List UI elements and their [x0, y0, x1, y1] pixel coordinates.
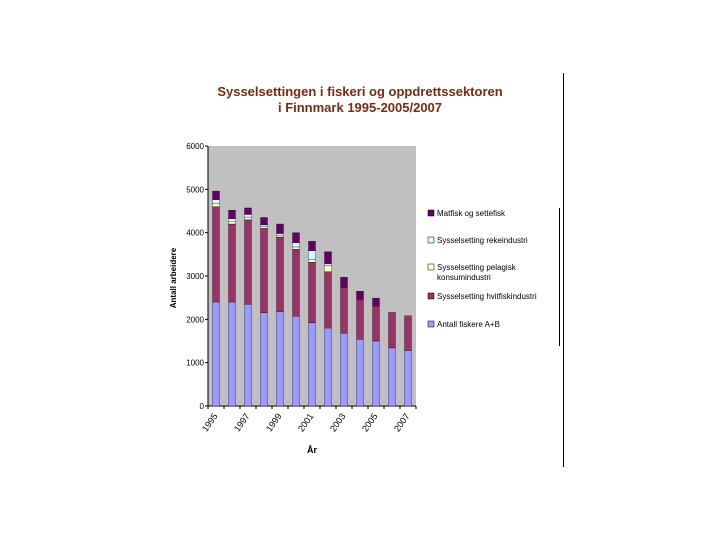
x-tick-label: 1997: [232, 411, 252, 433]
bar-segment: [260, 226, 268, 229]
bar-segment: [276, 311, 284, 407]
bar-segment: [324, 263, 332, 266]
legend-swatch: [427, 209, 435, 217]
bar-segment: [212, 199, 220, 204]
bar-segment: [212, 301, 220, 407]
bar-segment: [244, 207, 252, 215]
bar-segment: [276, 235, 284, 238]
bar-segment: [260, 224, 268, 227]
legend-label: Matfisk og settefisk: [437, 209, 506, 218]
legend-label: Sysselsetting pelagisk: [437, 263, 517, 272]
bar-segment: [244, 304, 252, 407]
y-tick-label: 0: [200, 402, 205, 411]
legend-swatch: [427, 263, 435, 271]
bar-segment: [372, 297, 380, 307]
bar-segment: [340, 287, 348, 334]
bar-segment: [292, 242, 300, 248]
bar-segment: [308, 261, 316, 323]
legend-label-cont: konsumindustri: [437, 273, 491, 282]
bar-segment: [276, 236, 284, 312]
bar-segment: [228, 209, 236, 219]
chart-title-line-1: Sysselsettingen i fiskeri og oppdrettsse…: [217, 84, 503, 99]
legend-label: Antall fiskere A+B: [437, 320, 500, 329]
bar-segment: [324, 251, 332, 265]
legend-label: Sysselsetting rekeindustri: [437, 236, 528, 245]
bar-segment: [340, 277, 348, 288]
bar-segment: [228, 301, 236, 407]
bar-segment: [308, 259, 316, 263]
bar-segment: [276, 223, 284, 234]
bar-segment: [228, 221, 236, 225]
bar-segment: [212, 206, 220, 303]
bar-segment: [292, 248, 300, 317]
x-tick-label: 1999: [264, 411, 284, 433]
legend-swatch: [427, 320, 435, 328]
divider-line-legend: [559, 208, 560, 346]
bar-segment: [260, 312, 268, 407]
chart-title: Sysselsettingen i fiskeri og oppdrettsse…: [170, 84, 550, 116]
bar-segment: [372, 340, 380, 407]
bar-segment: [388, 312, 396, 349]
bar-segment: [324, 327, 332, 407]
y-tick-label: 5000: [186, 185, 204, 194]
x-tick-label: 2005: [360, 411, 380, 433]
bar-segment: [340, 333, 348, 407]
bar-segment: [308, 250, 316, 260]
bar-segment: [356, 299, 364, 340]
bar-segment: [292, 246, 300, 250]
bar-segment: [324, 265, 332, 272]
legend-label: Sysselsetting hvitfiskindustri: [437, 292, 537, 301]
y-tick-label: 1000: [186, 359, 204, 368]
y-tick-label: 2000: [186, 315, 204, 324]
bar-segment: [228, 223, 236, 303]
y-tick-label: 6000: [186, 142, 204, 151]
bar-segment: [276, 233, 284, 236]
x-axis-label: År: [307, 445, 317, 455]
bar-segment: [228, 218, 236, 222]
bar-segment: [260, 228, 268, 313]
x-tick-label: 2007: [392, 411, 412, 433]
bar-segment: [292, 232, 300, 243]
bar-segment: [260, 217, 268, 226]
bar-segment: [244, 219, 252, 305]
bar-segment: [372, 306, 380, 342]
bar-segment: [404, 315, 412, 351]
divider-line-right: [563, 73, 564, 467]
bar-segment: [212, 190, 220, 200]
bar-segment: [324, 271, 332, 329]
bar-segment: [388, 347, 396, 407]
bar-segment: [244, 216, 252, 220]
x-tick-label: 2003: [328, 411, 348, 433]
bar-segment: [308, 241, 316, 252]
bar-segment: [356, 291, 364, 300]
chart-title-line-2: i Finnmark 1995-2005/2007: [277, 100, 443, 115]
x-tick-label: 1995: [200, 411, 220, 433]
legend-swatch: [427, 236, 435, 244]
bar-segment: [244, 214, 252, 218]
bar-segment: [212, 203, 220, 207]
legend-swatch: [427, 292, 435, 300]
bar-segment: [292, 316, 300, 407]
bar-segment: [308, 322, 316, 407]
y-tick-label: 4000: [186, 229, 204, 238]
bar-segment: [404, 350, 412, 407]
y-tick-label: 3000: [186, 272, 204, 281]
y-axis-label: Antall arbeidere: [169, 247, 178, 308]
x-tick-label: 2001: [296, 411, 316, 433]
bar-segment: [356, 339, 364, 407]
